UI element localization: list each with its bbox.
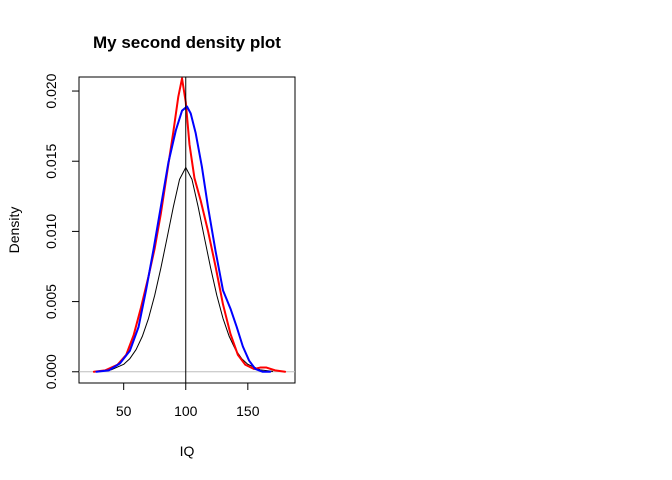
- x-axis-label: IQ: [180, 443, 195, 459]
- chart-title: My second density plot: [93, 33, 281, 52]
- x-tick-label: 50: [116, 403, 132, 419]
- density-line-2: [92, 77, 287, 373]
- x-tick-label: 150: [236, 403, 260, 419]
- y-axis-label: Density: [6, 207, 22, 254]
- y-tick-label: 0.015: [43, 143, 59, 178]
- y-tick-label: 0.000: [43, 354, 59, 389]
- x-tick-label: 100: [174, 403, 198, 419]
- plot-area: 50 100 150 0.000 0.005 0.010 0.015 0.020: [43, 73, 296, 419]
- density-line-3: [95, 105, 272, 373]
- plot-frame: [78, 76, 296, 384]
- y-tick-label: 0.020: [43, 73, 59, 108]
- y-tick-label: 0.010: [43, 214, 59, 249]
- y-tick-label: 0.005: [43, 284, 59, 319]
